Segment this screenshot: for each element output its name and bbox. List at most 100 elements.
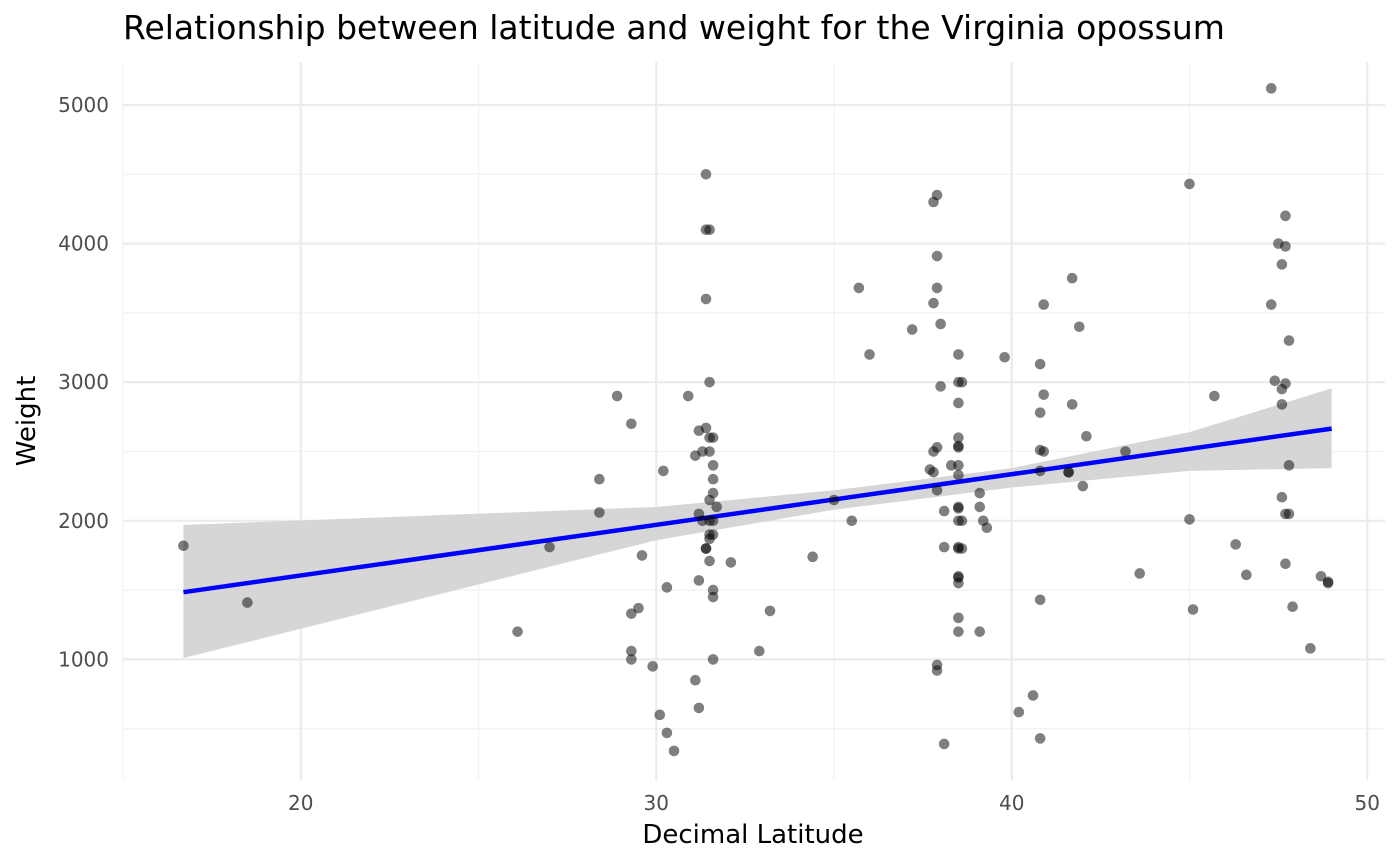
confidence-band: [183, 388, 1332, 659]
data-point: [1034, 733, 1046, 744]
data-point: [725, 557, 737, 568]
trend-line-group: [183, 426, 1332, 595]
data-point: [626, 654, 637, 665]
data-point: [846, 515, 858, 527]
data-point: [1184, 178, 1195, 190]
data-point: [1276, 399, 1288, 410]
data-point: [974, 626, 986, 637]
data-point: [633, 602, 644, 614]
data-point: [178, 540, 189, 552]
data-point: [953, 577, 964, 589]
data-point: [931, 282, 943, 294]
data-point: [682, 390, 694, 402]
data-point: [931, 250, 943, 262]
data-point: [1063, 466, 1074, 478]
data-point: [764, 605, 776, 617]
data-point: [661, 727, 673, 739]
data-point: [1283, 460, 1295, 471]
data-point: [1038, 299, 1050, 310]
data-point: [707, 654, 719, 665]
data-point: [594, 507, 605, 518]
data-point: [704, 533, 715, 545]
data-point: [1081, 430, 1092, 442]
data-point: [754, 645, 765, 657]
data-point: [807, 551, 818, 563]
data-point: [953, 626, 964, 637]
data-point: [931, 665, 943, 676]
data-point: [1280, 558, 1291, 570]
data-point: [981, 522, 993, 534]
x-axis-title: Decimal Latitude: [642, 820, 863, 850]
data-point: [953, 460, 964, 471]
data-point: [953, 503, 964, 514]
data-point: [1066, 272, 1078, 284]
data-point: [1315, 570, 1327, 582]
data-point: [1066, 399, 1078, 410]
data-point: [636, 550, 648, 561]
data-point: [711, 501, 722, 513]
data-point: [707, 515, 719, 527]
x-tick-label: 20: [288, 791, 313, 815]
data-point: [704, 555, 715, 567]
trend-line: [183, 426, 1332, 595]
grid-lines: [122, 62, 1385, 780]
data-point: [1034, 594, 1046, 606]
x-tick-label: 40: [999, 791, 1024, 815]
data-point: [853, 282, 865, 294]
data-point: [1265, 299, 1277, 310]
x-tick-label: 50: [1354, 791, 1379, 815]
data-point: [512, 626, 523, 637]
data-point: [928, 297, 939, 309]
data-point: [1283, 508, 1295, 520]
data-point: [707, 460, 719, 471]
data-point: [1187, 604, 1199, 615]
data-point: [544, 541, 555, 553]
data-point: [1280, 241, 1291, 252]
data-point: [242, 597, 253, 608]
data-point: [693, 702, 705, 714]
tick-labels: 20 30 40 50 1000 2000 3000 4000 5000: [58, 93, 1380, 815]
data-point: [974, 501, 986, 513]
data-point: [956, 376, 968, 388]
data-point: [1230, 539, 1241, 550]
data-point: [1027, 690, 1039, 701]
data-point: [700, 168, 712, 180]
data-point: [953, 432, 964, 443]
data-point: [626, 608, 637, 619]
data-point: [1241, 569, 1252, 581]
data-point: [1034, 407, 1046, 418]
chart-title: Relationship between latitude and weight…: [123, 8, 1225, 47]
data-point: [1184, 514, 1195, 525]
data-point: [707, 473, 719, 485]
data-points: [178, 83, 1334, 757]
data-point: [700, 543, 712, 554]
y-tick-label: 2000: [58, 509, 109, 533]
data-point: [707, 591, 719, 603]
data-point: [953, 541, 964, 553]
data-point: [704, 224, 715, 236]
data-point: [928, 466, 939, 478]
data-point: [938, 505, 950, 517]
data-point: [906, 324, 918, 335]
data-point: [704, 446, 715, 457]
data-point: [700, 293, 712, 305]
data-point: [1134, 568, 1146, 579]
data-point: [1209, 390, 1220, 402]
data-point: [690, 674, 701, 686]
data-point: [626, 418, 637, 430]
data-point: [647, 661, 658, 672]
data-point: [626, 645, 637, 657]
y-tick-label: 5000: [58, 93, 109, 117]
data-point: [931, 485, 943, 496]
data-point: [931, 189, 943, 201]
data-point: [974, 487, 986, 499]
data-point: [953, 397, 964, 409]
data-point: [704, 376, 715, 388]
confidence-band-group: [183, 388, 1332, 659]
data-point: [828, 494, 840, 506]
data-point: [1287, 601, 1298, 613]
data-point: [1276, 491, 1288, 503]
data-point: [1283, 335, 1295, 346]
data-point: [1276, 383, 1288, 395]
